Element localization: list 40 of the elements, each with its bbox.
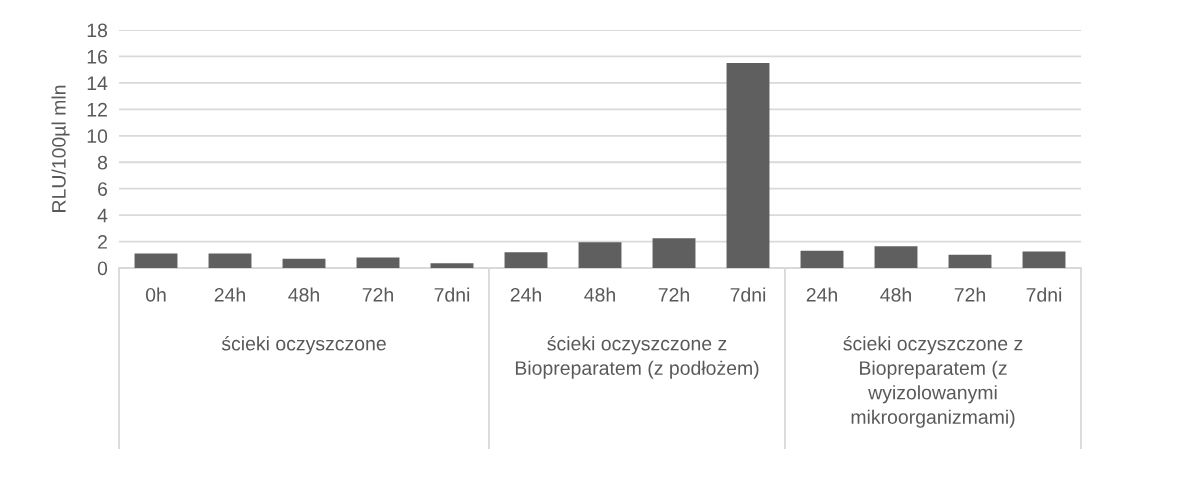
bar (800, 250, 844, 268)
x-tick-label: 24h (806, 287, 837, 302)
y-tick-label: 12 (87, 102, 107, 117)
bar (578, 242, 622, 268)
x-tick-label: 48h (584, 287, 615, 302)
bar (356, 257, 400, 268)
x-tick-label: 72h (954, 287, 985, 302)
bar (1022, 251, 1066, 268)
text: ścieki oczyszczone z Biopreparatem (z wyizolowanymi mikroorganizmami) (843, 336, 1023, 428)
x-tick-label: 0h (145, 287, 166, 302)
text: ścieki oczyszczone z Biopreparatem (z podłożem) (515, 336, 759, 379)
bar (874, 246, 918, 268)
bar (134, 253, 178, 268)
y-tick-label: 14 (87, 76, 108, 90)
x-tick-label: 72h (362, 287, 393, 302)
y-tick-label: 16 (87, 49, 108, 64)
bar (948, 254, 992, 268)
y-tick-label: 18 (87, 23, 108, 38)
y-tick-label: 8 (97, 155, 108, 170)
bar (652, 238, 696, 268)
x-tick-label: 48h (880, 287, 911, 302)
bar (282, 258, 326, 268)
x-tick-label: 7dni (730, 287, 766, 302)
x-tick-label: 24h (510, 287, 541, 302)
bar (430, 263, 474, 268)
x-tick-label: 72h (658, 287, 689, 302)
bar (208, 253, 252, 268)
y-tick-label: 0 (97, 261, 108, 276)
y-tick-label: 6 (98, 182, 108, 196)
bar (504, 252, 548, 268)
y-tick-label: 10 (87, 129, 108, 144)
x-tick-label: 48h (288, 287, 319, 302)
x-tick-label: 24h (214, 287, 245, 302)
x-tick-label: 7dni (434, 287, 470, 302)
y-tick-label: 2 (98, 235, 107, 249)
text: ścieki oczyszczone (221, 336, 386, 355)
y-tick-label: 4 (97, 208, 108, 223)
x-tick-label: 7dni (1026, 287, 1062, 302)
bar (726, 63, 770, 268)
y-axis-title: RLU/100µl mln (51, 85, 70, 212)
